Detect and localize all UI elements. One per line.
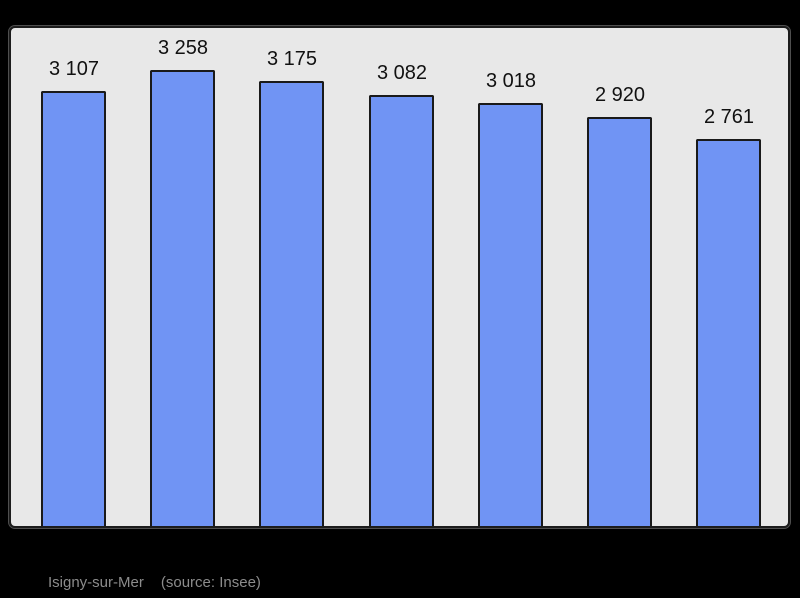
bar: [696, 139, 761, 526]
bar-value-label: 2 761: [703, 106, 755, 128]
chart-caption: Isigny-sur-Mer (source: Insee): [48, 574, 261, 591]
bar: [478, 103, 543, 526]
bar: [369, 95, 434, 526]
bar: [259, 81, 324, 526]
bar: [587, 117, 652, 526]
bar: [41, 91, 106, 526]
bar-value-label: 3 018: [485, 70, 537, 92]
bar-value-label: 3 175: [266, 48, 318, 70]
bar-value-label: 3 082: [376, 62, 428, 84]
bar: [150, 70, 215, 526]
place-name-label: Isigny-sur-Mer: [48, 574, 144, 591]
bar-value-label: 3 107: [48, 58, 100, 80]
bar-value-label: 3 258: [157, 37, 209, 59]
chart-panel: 3 107 3 258 3 175 3 082 3 018 2 920 2 761: [8, 25, 791, 529]
source-label: (source: Insee): [160, 574, 261, 591]
bar-value-label: 2 920: [594, 84, 646, 106]
